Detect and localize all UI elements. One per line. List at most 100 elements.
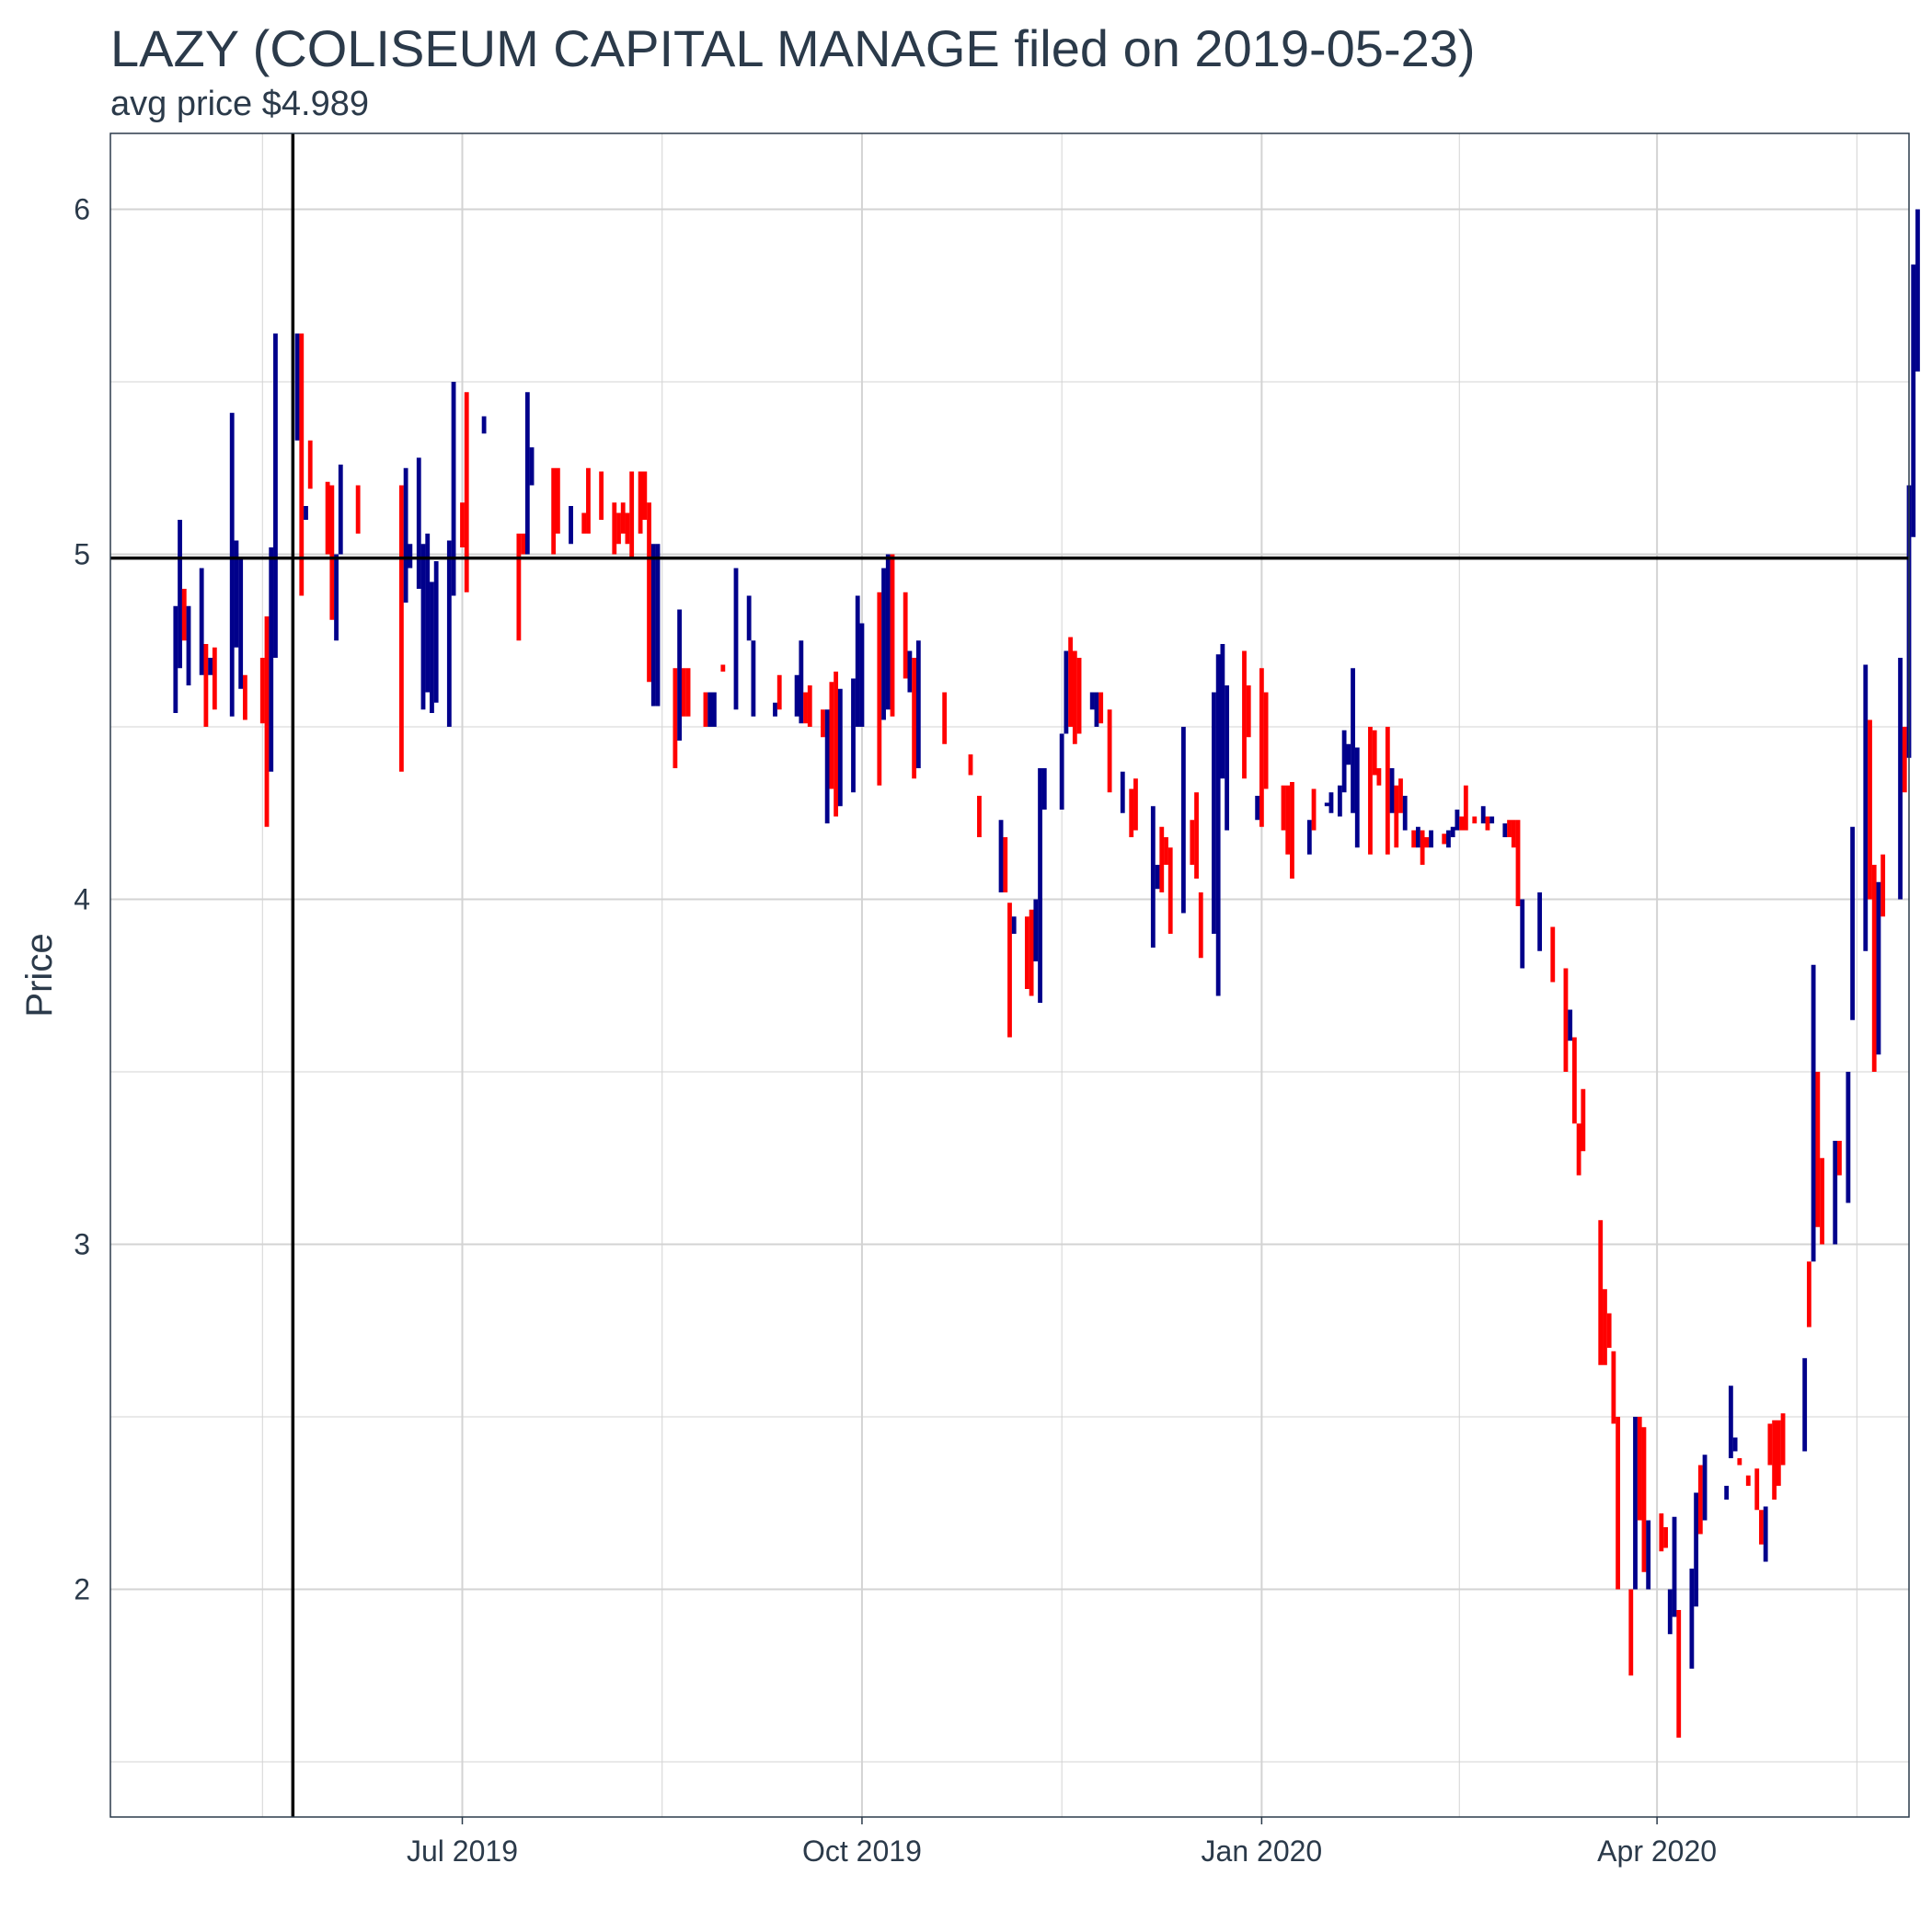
price-bar	[273, 333, 278, 658]
price-bar	[1354, 747, 1360, 848]
price-bar	[824, 709, 830, 823]
price-bar	[460, 502, 465, 547]
price-bar	[1507, 820, 1512, 837]
price-bar	[1255, 796, 1260, 821]
price-bar	[242, 674, 247, 720]
price-bar	[1459, 816, 1465, 831]
price-bar	[968, 754, 973, 776]
price-bar	[1133, 778, 1138, 831]
price-bar	[1871, 865, 1877, 1072]
price-bar	[1394, 785, 1399, 848]
price-bar	[1311, 788, 1317, 831]
price-bar	[1190, 820, 1195, 865]
y-tick-label: 2	[74, 1573, 90, 1606]
price-bar	[1637, 1417, 1642, 1521]
price-bar	[1837, 1141, 1842, 1176]
price-bar	[1064, 650, 1069, 734]
price-bar	[612, 502, 617, 555]
price-bar	[1806, 1261, 1811, 1328]
price-bar	[942, 692, 948, 744]
price-bar	[1667, 1589, 1673, 1635]
price-bar	[555, 467, 560, 534]
price-bar	[1772, 1420, 1777, 1500]
price-bar	[398, 485, 404, 772]
price-bar	[516, 534, 522, 641]
price-bar	[1385, 727, 1390, 855]
price-bar	[451, 382, 456, 596]
price-bar	[907, 650, 913, 693]
price-bar	[1520, 899, 1525, 969]
chart-title: LAZY (COLISEUM CAPITAL MANAGE filed on 2…	[110, 19, 1476, 77]
price-bar	[1732, 1437, 1738, 1452]
price-bar	[1672, 1516, 1677, 1617]
price-bar	[1728, 1386, 1733, 1458]
price-bar	[834, 672, 839, 817]
price-bar	[1033, 899, 1039, 961]
price-bar	[650, 544, 656, 707]
price-bar	[1389, 768, 1395, 813]
price-bar	[1341, 730, 1347, 793]
price-bar	[181, 589, 187, 641]
price-bar	[173, 605, 178, 713]
price-bar	[1659, 1513, 1664, 1552]
price-bar	[430, 581, 434, 713]
price-bar	[481, 416, 487, 434]
price-bar	[746, 595, 752, 641]
price-bar	[229, 412, 235, 717]
price-bar	[238, 558, 244, 689]
price-bar	[1745, 1475, 1751, 1486]
price-bar	[1898, 658, 1903, 900]
price-bar	[269, 547, 274, 772]
y-tick-label: 5	[74, 538, 90, 571]
price-bar	[821, 709, 825, 738]
price-bar	[1041, 768, 1047, 810]
price-bar	[1737, 1458, 1742, 1466]
price-bar	[799, 640, 804, 724]
price-bar	[1489, 816, 1495, 823]
price-bar	[1402, 796, 1408, 831]
price-bar	[1850, 826, 1856, 1020]
price-bar	[1502, 823, 1508, 837]
price-bar	[851, 678, 856, 793]
price-bar	[1633, 1417, 1638, 1590]
price-bar	[859, 623, 865, 727]
price-bar	[1455, 810, 1460, 831]
price-bar	[529, 447, 535, 486]
price-bar	[903, 592, 908, 679]
price-bar	[998, 820, 1004, 892]
y-axis-title: Price	[19, 933, 60, 1017]
price-bar	[677, 609, 683, 741]
price-bar	[599, 471, 604, 520]
price-bar	[334, 554, 339, 641]
price-bar	[616, 512, 621, 545]
price-bar	[408, 544, 413, 569]
price-bar	[1351, 668, 1355, 813]
price-bar	[1212, 692, 1216, 934]
price-bar	[855, 595, 860, 727]
price-bar	[1411, 830, 1417, 848]
price-bar	[1863, 664, 1869, 951]
price-bar	[1368, 727, 1373, 855]
price-bar	[1480, 806, 1486, 823]
price-bar	[1076, 658, 1082, 734]
price-bar	[1697, 1465, 1703, 1535]
price-bar	[264, 616, 270, 827]
price-bar	[1780, 1413, 1786, 1466]
price-bar	[1167, 847, 1173, 934]
price-bar	[1485, 816, 1490, 831]
x-axis-ticks: Jul 2019 Oct 2019 Jan 2020 Apr 2020	[407, 1817, 1717, 1868]
price-bar	[794, 674, 799, 717]
price-bar	[1281, 785, 1286, 831]
price-bar	[1225, 685, 1230, 831]
price-bar	[1107, 709, 1112, 793]
price-bar	[1068, 637, 1074, 727]
price-bar	[703, 692, 708, 727]
price-bar	[807, 685, 812, 727]
price-bar	[446, 540, 452, 727]
price-bar	[420, 544, 426, 710]
y-axis-ticks: 2 3 4 5 6	[74, 193, 90, 1606]
price-bar	[1164, 837, 1168, 865]
price-bar	[773, 702, 777, 717]
price-bar	[1759, 1510, 1764, 1545]
price-bar	[673, 668, 678, 768]
